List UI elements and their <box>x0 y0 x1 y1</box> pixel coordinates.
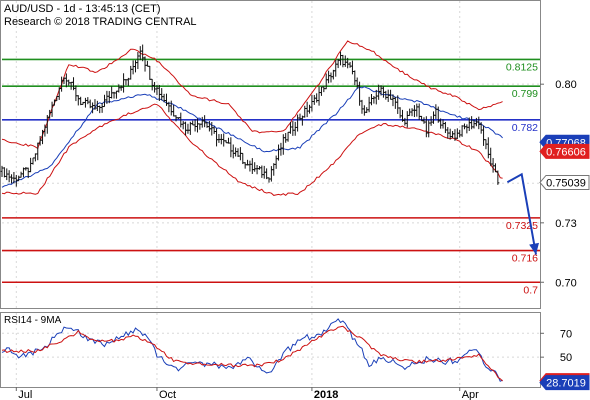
level-label-5: 0.7 <box>523 284 538 296</box>
forecast-arrow <box>506 172 539 255</box>
date-axis: Jul Oct 2018 Apr <box>15 387 479 400</box>
main-plot-frame <box>0 0 541 309</box>
price-tag-box <box>539 174 590 190</box>
level-label-2: 0.782 <box>512 122 538 134</box>
rsi-tag-label: 28.7019 <box>546 378 586 390</box>
level-label-3: 0.7325 <box>506 220 538 232</box>
forecast-arrowhead <box>529 242 539 255</box>
price-bars <box>0 44 500 187</box>
chart-header-line1: AUD/USD - 1d - 13:45:13 (CET) <box>4 3 161 15</box>
rsi-axis-tick-label: 70 <box>560 328 572 340</box>
rsi-axis: 70 50 <box>540 328 572 364</box>
support-resistance-levels: 0.8125 0.799 0.782 0.7325 0.716 0.7 <box>2 58 540 296</box>
date-axis-tick-label: Apr <box>462 389 479 400</box>
price-axis-tick-label: 0.70 <box>555 277 576 289</box>
rsi-lines <box>1 318 503 382</box>
date-axis-tick-label: 2018 <box>314 389 338 400</box>
bollinger-upper-band <box>1 40 503 150</box>
rsi-tag-1: 28.7019 <box>539 375 590 391</box>
rsi-tags: 30.299428.7019 <box>539 373 590 391</box>
price-tag-box <box>539 143 590 159</box>
bollinger-bands <box>1 40 503 196</box>
bollinger-lower-band <box>1 103 503 196</box>
rsi-tag-box <box>539 375 590 391</box>
date-axis-tick-label: Oct <box>159 389 176 400</box>
main-grid <box>2 1 540 308</box>
price-axis-tick-label: 0.80 <box>555 79 576 91</box>
price-tag-1: 0.76606 <box>539 143 590 159</box>
forecast-path <box>506 172 537 255</box>
rsi-grid <box>2 313 540 387</box>
price-tag-label: 0.76606 <box>546 146 586 158</box>
moving-average-line <box>1 86 503 188</box>
price-tag-2: 0.75039 <box>539 174 590 190</box>
price-tag-label: 0.75039 <box>546 177 586 189</box>
rsi-axis-tick-label: 50 <box>560 352 572 364</box>
level-label-1: 0.799 <box>512 88 538 100</box>
price-axis-tick-label: 0.73 <box>555 218 576 230</box>
rsi-title: RSI14 - 9MA <box>4 315 62 326</box>
level-label-4: 0.716 <box>512 253 538 265</box>
chart-header-line2: Research © 2018 TRADING CENTRAL <box>4 16 197 28</box>
level-label-0: 0.8125 <box>506 61 538 73</box>
rsi-ma-line <box>1 325 503 382</box>
price-bar <box>496 170 500 185</box>
rsi-plot-frame <box>0 312 541 388</box>
date-axis-tick-label: Jul <box>18 389 32 400</box>
